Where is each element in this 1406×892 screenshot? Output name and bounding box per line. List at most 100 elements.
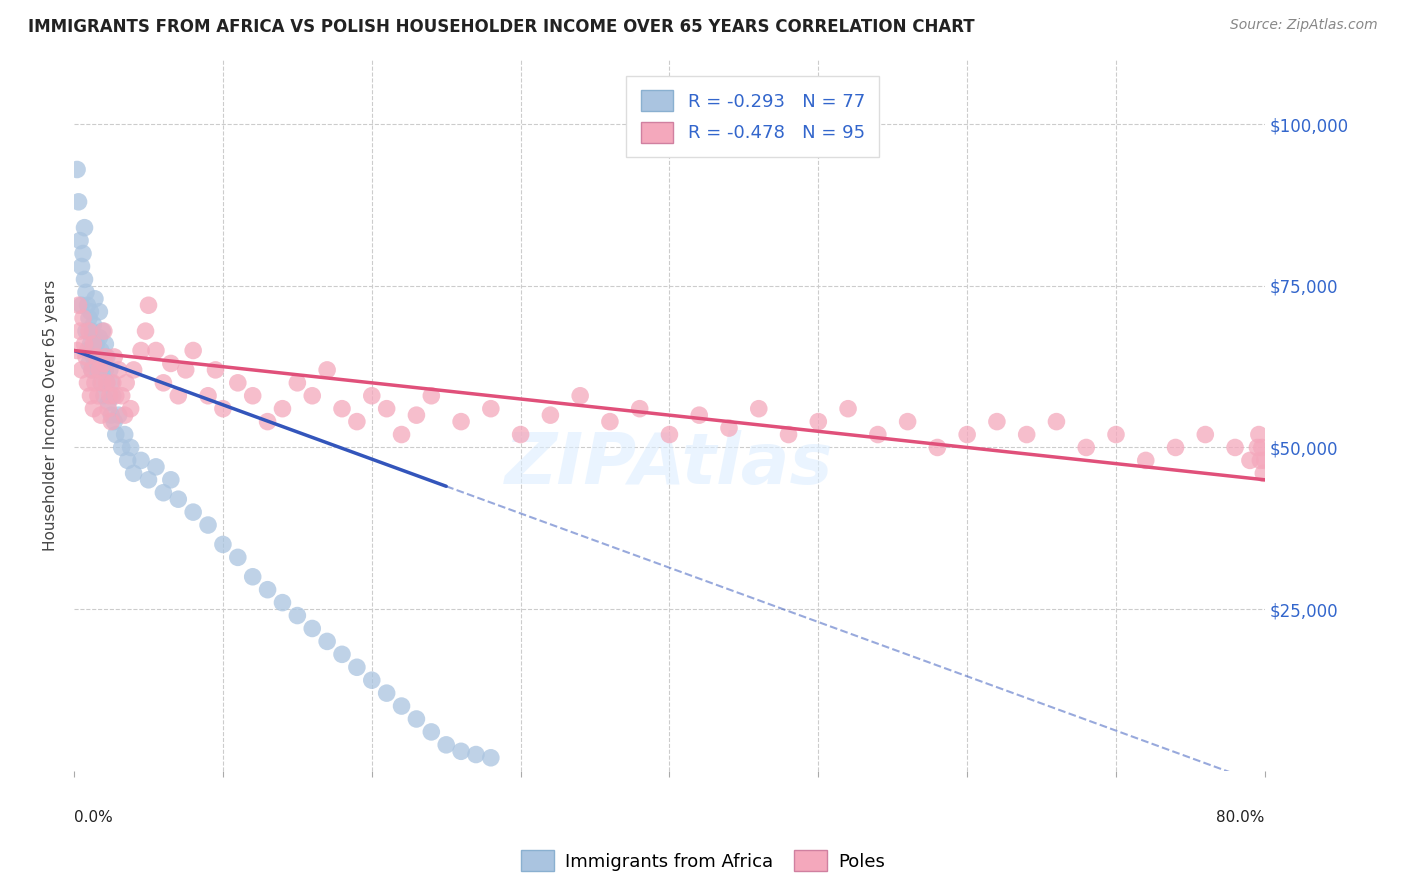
- Point: [405, 408, 427, 422]
- Point: [658, 427, 681, 442]
- Point: [197, 389, 219, 403]
- Point: [117, 453, 139, 467]
- Point: [256, 582, 278, 597]
- Point: [135, 324, 157, 338]
- Point: [152, 485, 174, 500]
- Text: ZIPAtlas: ZIPAtlas: [505, 431, 834, 500]
- Point: [111, 441, 134, 455]
- Point: [66, 162, 89, 177]
- Point: [434, 738, 457, 752]
- Text: IMMIGRANTS FROM AFRICA VS POLISH HOUSEHOLDER INCOME OVER 65 YEARS CORRELATION CH: IMMIGRANTS FROM AFRICA VS POLISH HOUSEHO…: [28, 18, 974, 36]
- Point: [120, 441, 142, 455]
- Point: [1164, 441, 1187, 455]
- Point: [129, 453, 152, 467]
- Point: [103, 350, 125, 364]
- Point: [197, 518, 219, 533]
- Point: [330, 648, 353, 662]
- Point: [100, 408, 122, 422]
- Point: [897, 415, 920, 429]
- Point: [104, 427, 127, 442]
- Point: [82, 318, 104, 332]
- Point: [67, 194, 90, 209]
- Point: [111, 389, 134, 403]
- Point: [96, 376, 118, 390]
- Point: [122, 467, 145, 481]
- Point: [86, 363, 108, 377]
- Point: [479, 401, 502, 416]
- Point: [1239, 453, 1261, 467]
- Point: [97, 395, 120, 409]
- Point: [271, 401, 294, 416]
- Point: [1250, 441, 1272, 455]
- Point: [79, 389, 101, 403]
- Point: [316, 363, 339, 377]
- Point: [145, 343, 167, 358]
- Point: [509, 427, 531, 442]
- Point: [479, 751, 502, 765]
- Point: [1223, 441, 1246, 455]
- Point: [107, 408, 129, 422]
- Point: [1246, 441, 1268, 455]
- Point: [98, 363, 121, 377]
- Point: [837, 401, 859, 416]
- Point: [80, 324, 103, 338]
- Point: [84, 376, 107, 390]
- Point: [301, 622, 323, 636]
- Point: [212, 401, 235, 416]
- Point: [1254, 453, 1277, 467]
- Point: [76, 298, 98, 312]
- Point: [778, 427, 800, 442]
- Point: [82, 350, 104, 364]
- Point: [1249, 453, 1271, 467]
- Point: [93, 324, 115, 338]
- Point: [271, 596, 294, 610]
- Point: [93, 389, 115, 403]
- Point: [1045, 415, 1067, 429]
- Point: [346, 660, 368, 674]
- Point: [129, 343, 152, 358]
- Point: [94, 337, 117, 351]
- Point: [79, 304, 101, 318]
- Point: [138, 473, 160, 487]
- Point: [104, 389, 127, 403]
- Point: [538, 408, 561, 422]
- Point: [87, 350, 110, 364]
- Point: [226, 376, 249, 390]
- Point: [174, 363, 197, 377]
- Point: [204, 363, 226, 377]
- Point: [86, 350, 108, 364]
- Point: [69, 234, 91, 248]
- Point: [100, 415, 122, 429]
- Point: [152, 376, 174, 390]
- Point: [72, 311, 94, 326]
- Point: [79, 337, 101, 351]
- Point: [75, 324, 97, 338]
- Point: [93, 356, 115, 370]
- Point: [70, 298, 93, 312]
- Text: 80.0%: 80.0%: [1216, 810, 1265, 825]
- Point: [242, 570, 264, 584]
- Point: [346, 415, 368, 429]
- Point: [67, 298, 90, 312]
- Point: [956, 427, 979, 442]
- Point: [73, 337, 96, 351]
- Point: [1015, 427, 1038, 442]
- Point: [82, 337, 104, 351]
- Point: [90, 343, 112, 358]
- Point: [748, 401, 770, 416]
- Point: [80, 363, 103, 377]
- Point: [717, 421, 740, 435]
- Point: [87, 389, 110, 403]
- Point: [301, 389, 323, 403]
- Point: [1076, 441, 1098, 455]
- Point: [70, 363, 93, 377]
- Point: [285, 376, 308, 390]
- Point: [69, 324, 91, 338]
- Point: [927, 441, 949, 455]
- Point: [167, 389, 190, 403]
- Point: [420, 389, 443, 403]
- Y-axis label: Householder Income Over 65 years: Householder Income Over 65 years: [44, 279, 58, 550]
- Point: [77, 324, 100, 338]
- Text: 0.0%: 0.0%: [75, 810, 112, 825]
- Point: [91, 363, 114, 377]
